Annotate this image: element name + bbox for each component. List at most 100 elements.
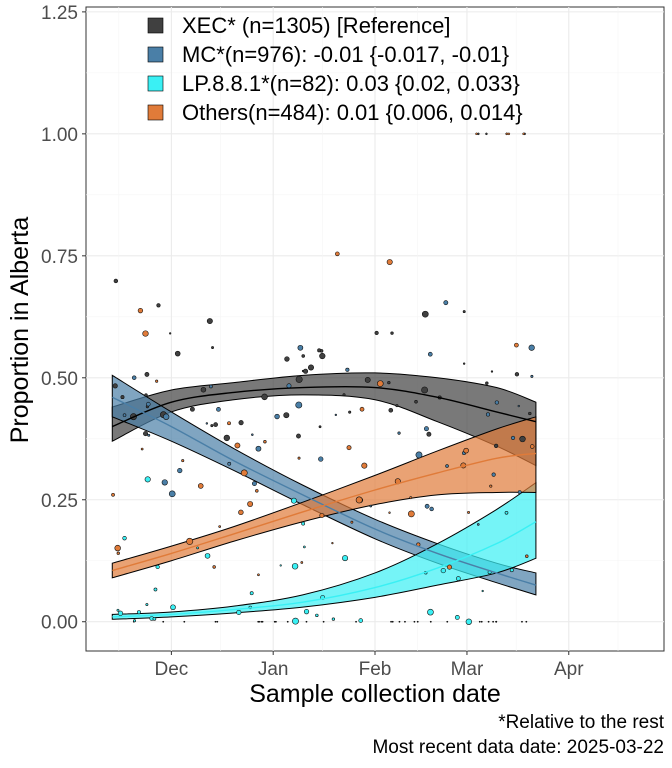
legend-label: Others(n=484): 0.01 {0.006, 0.014} bbox=[182, 100, 523, 125]
data-point bbox=[374, 330, 379, 336]
data-point bbox=[142, 330, 149, 337]
data-point bbox=[205, 422, 209, 425]
data-point bbox=[319, 352, 326, 360]
data-point bbox=[424, 503, 430, 509]
data-point bbox=[390, 331, 394, 335]
data-point bbox=[216, 407, 221, 412]
data-point bbox=[137, 307, 144, 314]
data-point bbox=[169, 332, 172, 335]
data-point bbox=[181, 459, 185, 463]
data-point bbox=[528, 344, 535, 351]
data-point bbox=[427, 351, 433, 357]
data-point bbox=[429, 506, 434, 512]
data-point bbox=[227, 421, 231, 426]
data-point bbox=[258, 620, 261, 623]
data-point bbox=[504, 510, 509, 515]
data-point bbox=[152, 616, 157, 621]
x-tick-label: Mar bbox=[451, 659, 484, 680]
data-point bbox=[120, 395, 125, 400]
data-point bbox=[223, 434, 230, 442]
data-point bbox=[291, 497, 297, 504]
data-point bbox=[510, 435, 516, 441]
data-point bbox=[465, 618, 472, 625]
data-point bbox=[478, 620, 481, 623]
data-point bbox=[161, 479, 168, 486]
data-point bbox=[322, 620, 325, 623]
data-point bbox=[426, 431, 432, 437]
data-point bbox=[295, 375, 303, 383]
x-tick-label: Jan bbox=[258, 659, 289, 680]
data-point bbox=[122, 536, 127, 541]
data-point bbox=[301, 354, 305, 358]
data-point bbox=[117, 610, 124, 616]
fit-line bbox=[112, 385, 537, 428]
data-point bbox=[398, 620, 401, 623]
data-point bbox=[509, 568, 514, 573]
data-point bbox=[251, 433, 254, 436]
data-point bbox=[131, 375, 137, 380]
data-point bbox=[116, 608, 120, 612]
data-point bbox=[521, 620, 523, 623]
data-point bbox=[388, 407, 394, 413]
data-point bbox=[331, 542, 334, 545]
data-point bbox=[301, 521, 306, 526]
legend-swatch bbox=[147, 17, 164, 34]
data-point bbox=[300, 561, 304, 564]
ci-band bbox=[111, 416, 537, 579]
y-tick-label: 0.75 bbox=[41, 247, 78, 268]
data-point bbox=[216, 620, 219, 623]
data-point bbox=[517, 490, 522, 495]
data-point bbox=[346, 445, 352, 451]
data-point bbox=[413, 620, 416, 623]
data-point bbox=[446, 620, 449, 623]
data-point bbox=[261, 620, 264, 623]
legend-swatch bbox=[147, 104, 164, 121]
data-point bbox=[116, 551, 120, 555]
fit-line bbox=[111, 396, 537, 586]
data-point bbox=[218, 525, 222, 528]
data-point bbox=[144, 476, 151, 483]
data-point bbox=[395, 404, 399, 408]
data-point bbox=[421, 386, 428, 394]
data-point bbox=[456, 576, 461, 581]
data-point bbox=[491, 472, 496, 477]
data-point bbox=[388, 511, 391, 514]
y-tick-label: 0.00 bbox=[41, 613, 78, 634]
data-point bbox=[196, 546, 199, 550]
data-point bbox=[475, 132, 478, 136]
data-point bbox=[247, 501, 254, 507]
legend-swatch bbox=[147, 46, 164, 63]
data-point bbox=[530, 374, 534, 378]
data-point bbox=[209, 384, 213, 389]
data-point bbox=[462, 310, 466, 314]
x-tick-label: Apr bbox=[554, 659, 584, 680]
x-tick-label: Dec bbox=[154, 659, 188, 680]
data-point bbox=[463, 447, 469, 454]
data-point bbox=[485, 412, 491, 417]
y-tick-label: 0.50 bbox=[41, 369, 78, 390]
data-point bbox=[303, 545, 306, 549]
data-point bbox=[519, 435, 526, 443]
data-point bbox=[334, 413, 337, 417]
data-point bbox=[274, 413, 280, 420]
data-point bbox=[514, 342, 519, 348]
data-point bbox=[147, 433, 151, 437]
data-point bbox=[342, 555, 349, 562]
legend-swatch bbox=[147, 75, 164, 92]
data-point bbox=[255, 445, 262, 452]
data-point bbox=[525, 620, 528, 623]
data-point bbox=[317, 348, 322, 353]
legend-label: LP.8.8.1*(n=82): 0.03 {0.02, 0.033} bbox=[182, 71, 520, 96]
data-point bbox=[236, 609, 242, 615]
data-point bbox=[113, 278, 119, 284]
legend: XEC* (n=1305) [Reference] MC*(n=976): -0.… bbox=[147, 13, 523, 125]
data-point bbox=[414, 400, 418, 404]
data-point bbox=[494, 443, 499, 448]
data-point bbox=[291, 563, 299, 570]
data-point bbox=[234, 442, 241, 449]
data-point bbox=[331, 617, 335, 621]
data-point bbox=[361, 462, 368, 469]
data-point bbox=[454, 614, 460, 620]
data-point bbox=[240, 469, 248, 477]
data-point bbox=[261, 393, 268, 401]
